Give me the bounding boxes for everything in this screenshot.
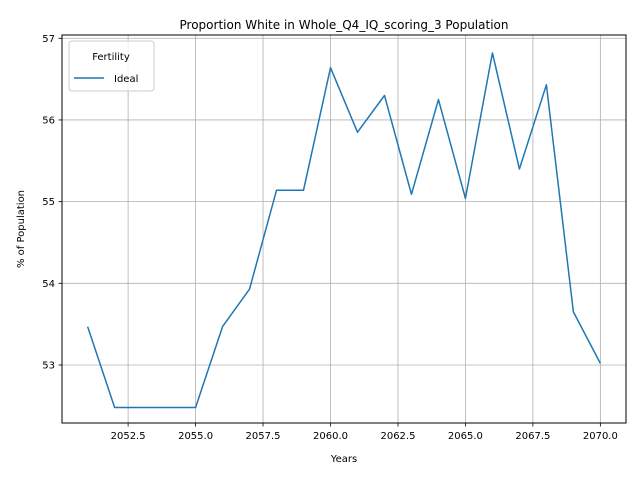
x-axis-ticks: 2052.5 2055.0 2057.5 2060.0 2062.5 2065.0 2067… <box>111 423 618 442</box>
y-tick-label: 54 <box>42 279 55 290</box>
x-tick-label: 2062.5 <box>380 431 415 442</box>
x-tick-label: 2057.5 <box>246 431 281 442</box>
y-axis-ticks: 53 54 55 56 57 <box>42 34 62 372</box>
x-tick-label: 2070.0 <box>583 431 618 442</box>
series-layer <box>86 52 602 409</box>
legend-box <box>68 40 155 92</box>
x-tick-label: 2067.5 <box>515 431 550 442</box>
chart-title: Proportion White in Whole_Q4_IQ_scoring_… <box>180 18 509 32</box>
y-tick-label: 57 <box>42 34 55 45</box>
y-tick-label: 55 <box>42 197 55 208</box>
x-tick-label: 2060.0 <box>313 431 348 442</box>
plot-frame <box>61 34 627 424</box>
x-tick-label: 2052.5 <box>111 431 146 442</box>
legend-title: Fertility <box>92 52 130 63</box>
x-axis-label: Years <box>330 454 357 465</box>
y-tick-label: 53 <box>42 361 55 372</box>
series-line-ideal <box>86 52 602 409</box>
x-tick-label: 2055.0 <box>178 431 213 442</box>
y-tick-label: 56 <box>42 115 55 126</box>
x-tick-label: 2065.0 <box>448 431 483 442</box>
legend: Fertility Ideal <box>68 40 155 92</box>
y-axis-label: % of Population <box>16 190 27 268</box>
grid <box>62 35 626 423</box>
legend-label-ideal: Ideal <box>114 74 138 85</box>
